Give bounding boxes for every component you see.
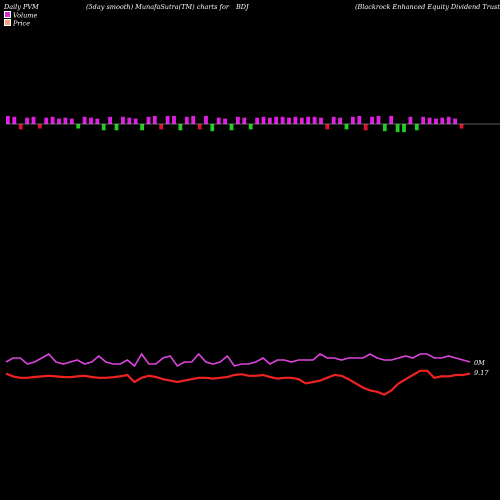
volume-bar <box>236 116 240 124</box>
volume-bar <box>453 118 457 124</box>
volume-bar <box>172 115 176 124</box>
volume-bar <box>114 124 119 131</box>
volume-bar <box>408 116 413 124</box>
volume-bar <box>261 116 266 124</box>
volume-bar <box>159 124 164 130</box>
header-company: (Blackrock Enhanced Equity Dividend Trus… <box>355 3 500 11</box>
volume-bar <box>312 116 317 124</box>
volume-bar <box>395 124 400 133</box>
volume-bar <box>63 117 68 124</box>
volume-bar <box>31 116 36 124</box>
volume-bar <box>370 116 374 124</box>
volume-bar <box>338 117 342 124</box>
volume-bar <box>389 115 394 124</box>
volume-bar <box>459 124 464 129</box>
legend-volume: Volume <box>4 11 37 20</box>
volume-bar <box>319 117 323 124</box>
volume-bar <box>12 116 17 124</box>
volume-bar <box>101 124 106 131</box>
volume-bar <box>18 124 23 130</box>
volume-bar <box>184 116 189 124</box>
volume-bar <box>121 116 125 124</box>
volume-end-label: 0M <box>474 359 485 367</box>
volume-bar <box>108 116 112 124</box>
volume-bar <box>446 116 451 124</box>
volume-bar <box>57 118 61 124</box>
volume-bar <box>197 124 202 130</box>
volume-bar <box>434 118 438 124</box>
legend-volume-label: Volume <box>13 11 38 20</box>
header-symbol: BDJ <box>236 3 249 11</box>
volume-bar <box>402 124 406 133</box>
volume-bar <box>376 115 381 124</box>
volume-bar <box>325 124 330 130</box>
volume-bar <box>165 115 170 124</box>
volume-bar <box>351 116 355 124</box>
volume-bar <box>223 118 227 124</box>
volume-bar <box>76 124 81 129</box>
volume-line <box>5 352 471 368</box>
volume-bar <box>82 116 87 124</box>
legend-price-swatch <box>4 19 11 26</box>
volume-bar <box>146 116 151 124</box>
volume-bar <box>191 115 196 124</box>
volume-bar <box>382 124 387 132</box>
volume-bar <box>242 117 247 124</box>
volume-bar <box>89 117 93 124</box>
volume-bar <box>357 115 362 124</box>
volume-bar <box>414 124 419 131</box>
volume-bar <box>178 124 183 131</box>
volume-bar <box>280 116 285 124</box>
volume-bar <box>133 118 138 124</box>
volume-bar <box>140 124 144 131</box>
volume-bar <box>37 124 42 129</box>
volume-bar <box>287 117 291 124</box>
volume-bar <box>152 115 157 124</box>
volume-bar <box>440 117 445 124</box>
volume-bar <box>267 117 272 124</box>
volume-bar <box>248 124 253 130</box>
legend-volume-swatch <box>4 11 11 18</box>
volume-bar <box>50 116 55 124</box>
price-end-label: 9.17 <box>474 369 489 377</box>
volume-bar <box>216 117 221 124</box>
volume-bar <box>69 118 74 124</box>
header-title: Daily PVM <box>4 3 39 11</box>
volume-bar <box>299 117 304 124</box>
volume-bar <box>6 115 10 124</box>
volume-bar <box>44 117 49 124</box>
legend-price-label: Price <box>13 19 31 28</box>
volume-bar <box>204 115 208 124</box>
volume-bar <box>306 116 311 124</box>
volume-bar <box>127 117 132 124</box>
volume-bar <box>229 124 234 131</box>
volume-bar <box>210 124 215 132</box>
volume-bar <box>293 116 298 124</box>
volume-bar <box>25 117 29 124</box>
volume-bar <box>95 118 100 124</box>
legend-price: Price <box>4 19 30 28</box>
volume-bar <box>427 117 432 124</box>
header-subtitle: (5day smooth) MunafaSutra(TM) charts for <box>86 3 229 11</box>
price-line <box>5 369 471 396</box>
volume-bar <box>331 116 336 124</box>
volume-bar <box>421 116 426 124</box>
volume-bar <box>344 124 349 130</box>
volume-bar <box>255 117 259 124</box>
volume-bar <box>363 124 368 131</box>
volume-bar <box>274 116 279 124</box>
